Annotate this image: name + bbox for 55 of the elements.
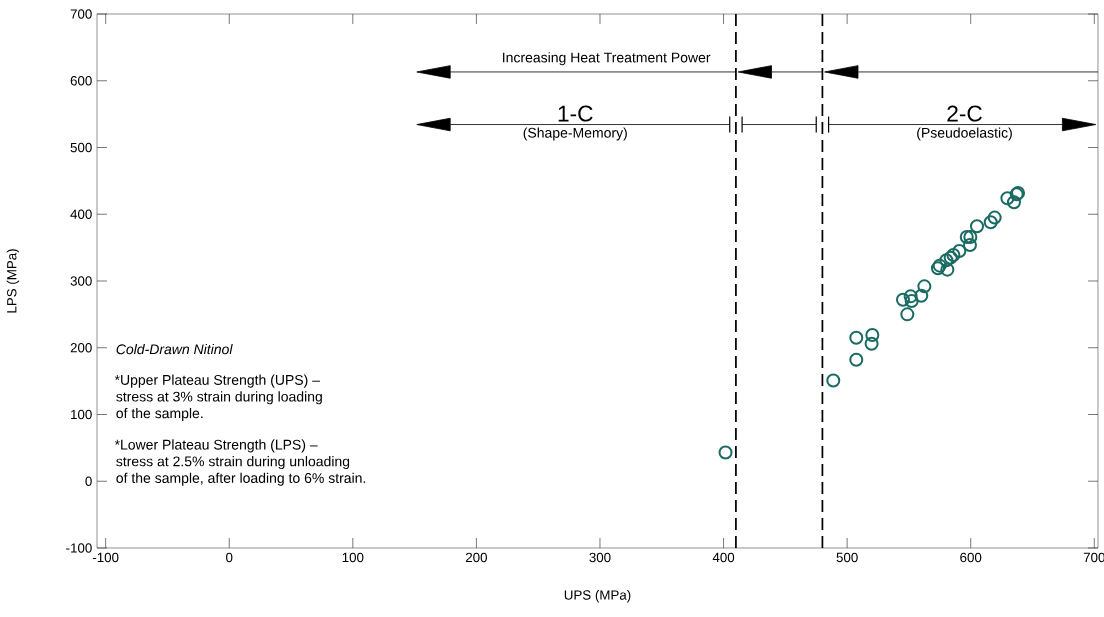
x-tick-label: 0 [226,552,233,563]
point [1006,195,1021,210]
point [718,445,733,460]
point [914,288,929,303]
y-tick-label: 400 [70,209,92,219]
point [917,279,932,294]
point [904,294,919,309]
annotation: stress at 3% strain during loading [116,391,322,405]
point [987,210,1002,225]
x-axis-title: UPS (MPa) [564,589,631,603]
y-tick-label: 300 [70,276,92,286]
annotation: 1-C [558,105,593,122]
point [903,289,918,304]
annotation: of the sample. [116,407,203,422]
point [1000,191,1015,206]
x-tick-label: 100 [342,552,364,563]
point [865,328,880,343]
point [826,373,841,388]
annotation: stress at 2.5% strain during unloading [116,456,350,470]
point [970,219,985,234]
y-tick-label: -100 [66,543,92,553]
y-tick-label: 0 [85,476,92,486]
x-tick-label: 200 [465,552,487,563]
point [895,292,910,307]
annotation: 2-C [947,105,982,122]
annotation: *Lower Plateau Strength (LPS) – [114,439,318,453]
point [864,336,879,351]
point [849,330,864,345]
annotation: of the sample, after loading to 6% strain. [116,472,366,486]
x-tick-label: -100 [92,552,119,563]
point [940,262,955,277]
point [962,237,977,252]
point [849,352,864,367]
x-tick-label: 500 [836,552,858,563]
annotation: (Pseudoelastic) [917,127,1012,141]
y-axis-title: LPS (MPa) [6,249,20,313]
annotation: Cold-Drawn Nitinol [116,343,233,355]
point [900,307,915,322]
annotation: *Upper Plateau Strength (UPS) – [114,374,320,388]
point [959,229,974,244]
x-tick-label: 600 [960,552,982,563]
y-tick-label: 700 [70,9,92,19]
x-tick-label: 300 [589,552,611,563]
annotation: (Shape-Memory) [523,127,627,141]
y-tick-label: 600 [70,76,92,86]
y-tick-label: 100 [71,409,92,420]
point [963,229,978,244]
y-tick-label: 200 [70,343,92,353]
annotation: Increasing Heat Treatment Power [503,52,711,66]
point [952,243,967,258]
point [939,253,954,268]
x-tick-label: 400 [712,552,735,563]
point [983,215,998,230]
x-tick-label: 700 [1083,552,1104,563]
y-tick-label: 500 [70,142,92,153]
